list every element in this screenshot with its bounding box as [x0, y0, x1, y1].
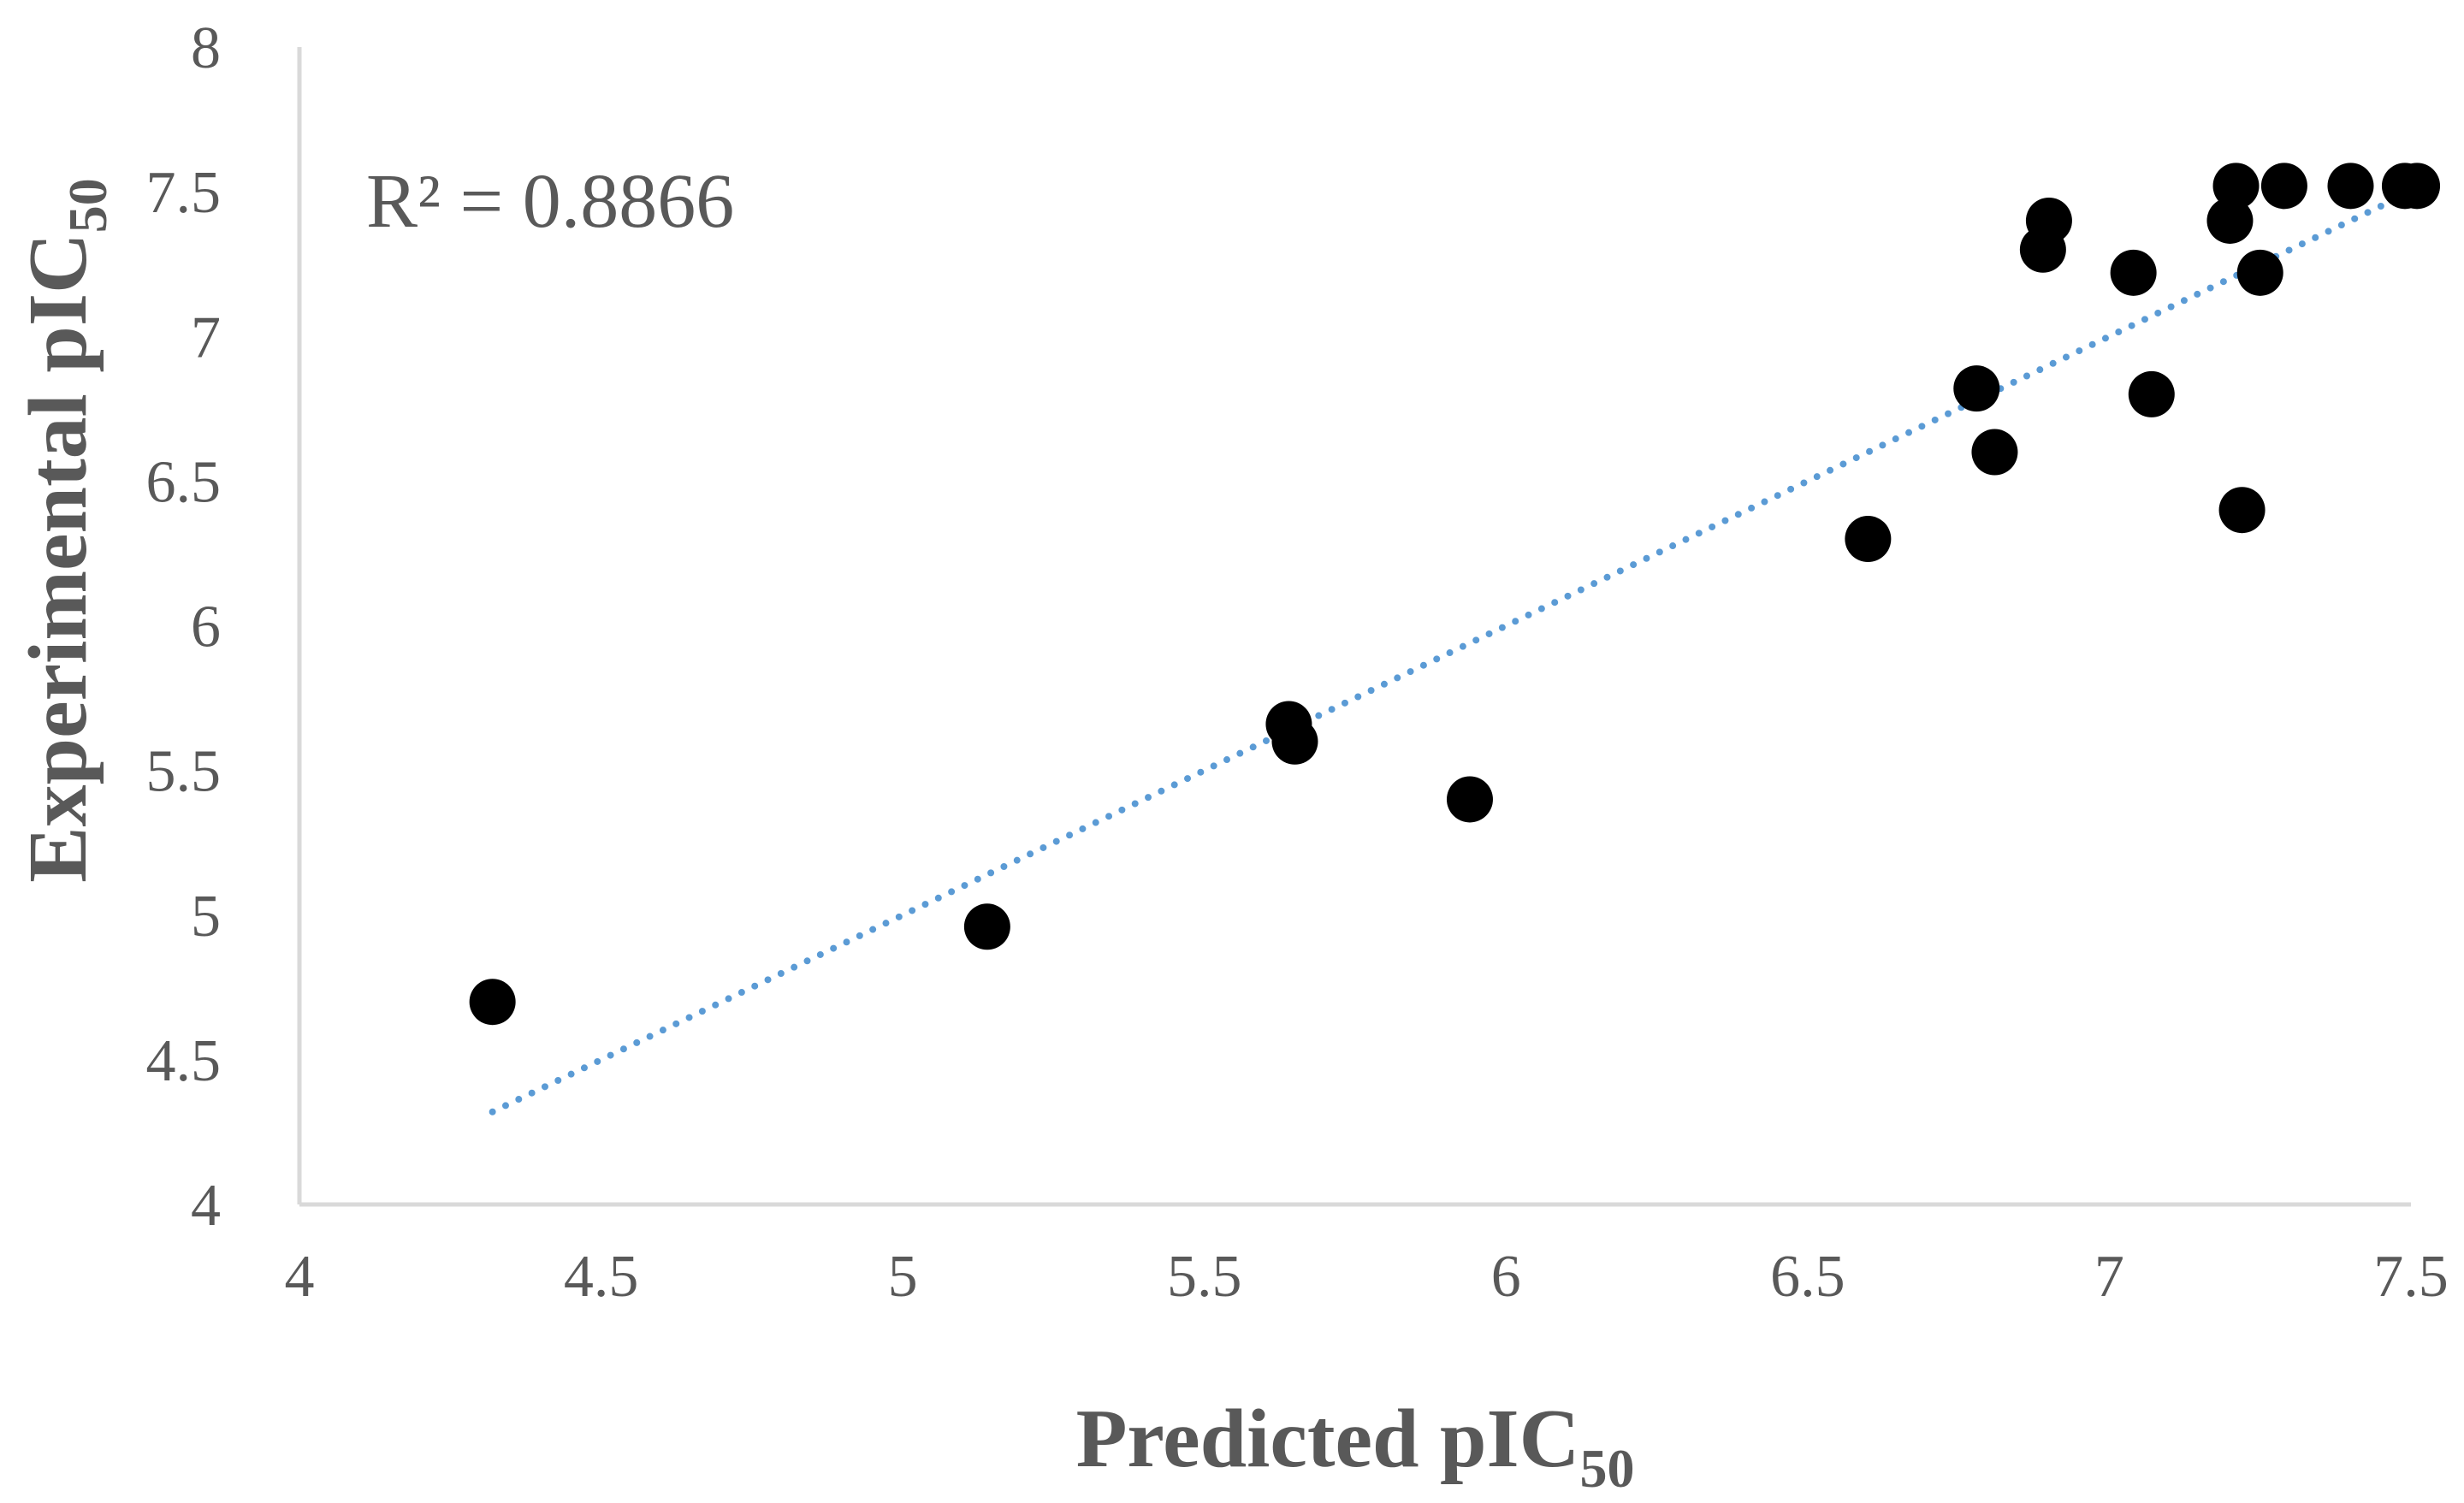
y-axis-title-main: Experimental pIC — [12, 233, 104, 883]
data-point — [2212, 163, 2260, 210]
data-point — [1271, 718, 1318, 765]
data-point — [963, 903, 1010, 950]
data-point — [2110, 249, 2157, 296]
data-point — [2128, 370, 2175, 417]
y-tick-label: 6 — [191, 595, 221, 660]
y-axis-title: Experimental pIC50 — [12, 178, 118, 883]
x-tick-label: 5.5 — [1167, 1244, 1242, 1310]
axes — [297, 47, 2411, 1207]
y-tick-label: 8 — [191, 15, 221, 81]
data-point — [2025, 197, 2072, 244]
x-tick-label: 7 — [2094, 1244, 2124, 1310]
y-tick-label: 7.5 — [146, 160, 222, 226]
x-tick-label: 5 — [888, 1244, 918, 1310]
y-tick-labels: 4 4.5 5 5.5 6 6.5 7 7.5 8 — [146, 15, 222, 1239]
data-point — [2260, 163, 2307, 210]
x-tick-label: 7.5 — [2373, 1244, 2449, 1310]
data-points — [469, 163, 2441, 1026]
data-point — [1845, 516, 1892, 563]
x-tick-label: 4 — [285, 1244, 315, 1310]
y-tick-label: 5 — [191, 884, 221, 950]
x-tick-label: 4.5 — [564, 1244, 639, 1310]
data-point — [469, 979, 516, 1026]
y-tick-label: 4.5 — [146, 1028, 222, 1094]
data-point — [2327, 163, 2374, 210]
x-axis-title-subscript: 50 — [1579, 1438, 1634, 1499]
data-point — [2218, 487, 2266, 534]
data-point — [1971, 429, 2018, 476]
r-squared-annotation: R² = 0.8866 — [366, 159, 734, 244]
y-tick-label: 5.5 — [146, 739, 222, 805]
data-point — [2206, 197, 2254, 244]
x-tick-label: 6.5 — [1770, 1244, 1845, 1310]
data-point — [2236, 249, 2283, 296]
y-tick-label: 4 — [191, 1173, 221, 1239]
x-axis-title: Predicted pIC50 — [1076, 1393, 1635, 1499]
y-axis-title-subscript: 50 — [57, 178, 118, 233]
y-tick-label: 7 — [191, 305, 221, 370]
trendline-group — [489, 188, 2414, 1115]
x-tick-label: 6 — [1491, 1244, 1521, 1310]
y-tick-label: 6.5 — [146, 449, 222, 515]
x-axis-title-main: Predicted pIC — [1076, 1393, 1580, 1485]
data-point — [1953, 365, 2000, 412]
data-point — [2394, 163, 2441, 210]
x-tick-labels: 4 4.5 5 5.5 6 6.5 7 7.5 — [285, 1244, 2449, 1310]
data-point — [1446, 776, 1493, 823]
trendline — [489, 188, 2414, 1115]
